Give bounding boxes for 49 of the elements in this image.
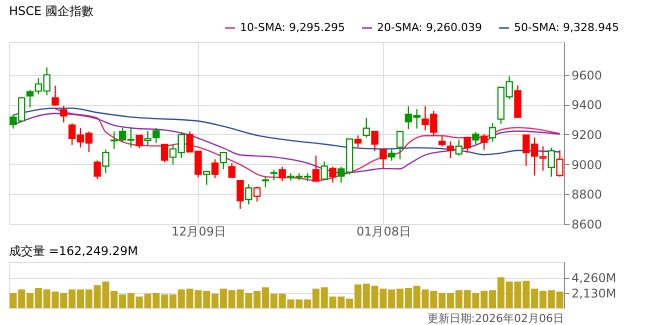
- candlestick: [211, 158, 219, 179]
- candlestick: [228, 162, 236, 178]
- candlestick: [160, 144, 168, 163]
- candlestick: [203, 170, 210, 186]
- y-tick-label: 8800: [572, 188, 602, 202]
- candlestick: [262, 176, 270, 188]
- line-series: [54, 108, 560, 182]
- candlestick: [320, 161, 328, 180]
- candlestick: [270, 169, 278, 181]
- candlestick: [455, 138, 462, 156]
- legend-label: 20-SMA: 9,260.039: [377, 21, 482, 34]
- x-tick-label: 12月09日: [171, 224, 226, 238]
- legend-label: 50-SMA: 9,328.945: [514, 21, 619, 34]
- y-tick-label: 2,130M: [572, 286, 616, 300]
- candlestick: [472, 132, 480, 145]
- chart-title: 成交量 =162,249.29M: [9, 244, 138, 258]
- y-tick-label: 9600: [572, 68, 602, 82]
- candlestick: [388, 148, 396, 162]
- candlestick: [396, 130, 404, 160]
- candlestick: [446, 140, 454, 159]
- chart-title: HSCE 國企指數: [9, 4, 94, 18]
- candlestick: [362, 117, 370, 138]
- candlestick: [464, 136, 471, 154]
- candlestick: [380, 148, 387, 170]
- candlestick: [52, 85, 59, 106]
- candlestick: [438, 135, 446, 148]
- candlestick: [152, 127, 160, 144]
- candlestick: [480, 134, 488, 150]
- y-tick-label: 9000: [572, 158, 602, 172]
- candlestick: [488, 122, 496, 142]
- candlestick: [220, 152, 228, 170]
- candlestick: [136, 134, 143, 149]
- candlestick: [236, 180, 244, 210]
- y-tick-label: 9400: [572, 98, 602, 112]
- candlestick: [312, 154, 320, 182]
- candlestick: [60, 105, 68, 124]
- candlestick: [102, 148, 110, 174]
- legend-label: 10-SMA: 9,295.295: [240, 21, 345, 34]
- candlestick: [371, 130, 378, 152]
- candlestick: [354, 134, 362, 148]
- candlestick: [144, 130, 152, 146]
- y-tick-label: 8600: [572, 218, 602, 232]
- y-tick-label: 9200: [572, 128, 602, 142]
- candlestick: [329, 166, 336, 184]
- x-tick-label: 01月08日: [356, 224, 411, 238]
- y-tick-label: 4,260M: [572, 271, 616, 286]
- candlestick: [278, 166, 286, 182]
- text: 更新日期:2026年02月06日: [427, 312, 564, 325]
- candlestick: [94, 160, 101, 180]
